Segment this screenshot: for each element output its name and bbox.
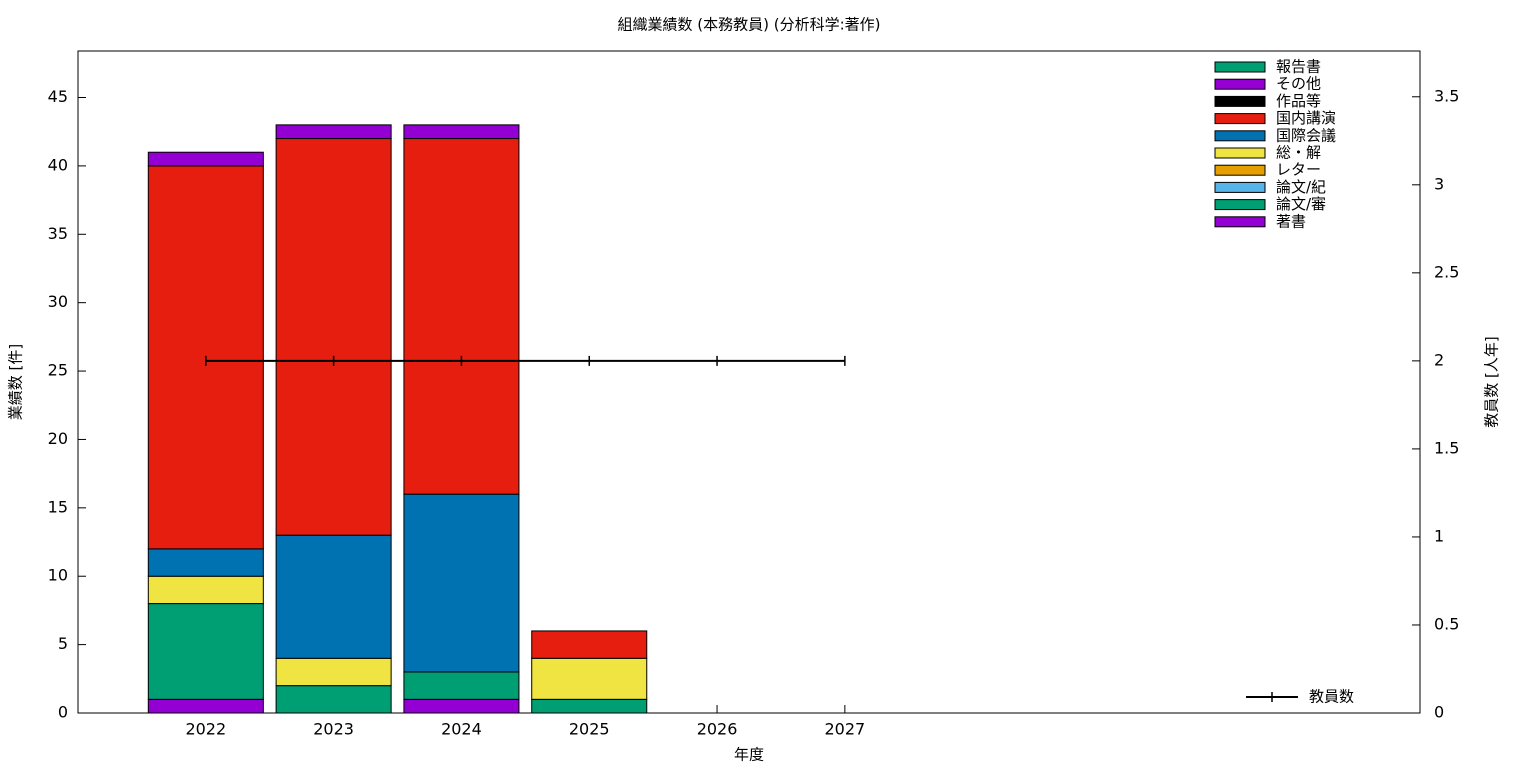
x-tick-label: 2024: [441, 720, 482, 739]
legend-swatch: [1214, 113, 1266, 125]
bar-segment: [531, 657, 648, 700]
legend-label: 論文/審: [1276, 195, 1326, 213]
bar-segment: [403, 138, 520, 495]
bar-segment: [403, 671, 520, 700]
bar-segment: [403, 698, 520, 714]
bar-segment: [275, 685, 392, 714]
y2-tick-label: 3.5: [1434, 86, 1459, 105]
bar-segment: [275, 124, 392, 140]
x-tick-label: 2026: [697, 720, 738, 739]
y-tick-label: 0: [58, 703, 68, 722]
y-tick-label: 20: [48, 429, 68, 448]
plot-frame: [77, 50, 1421, 714]
y2-tick-label: 2.5: [1434, 262, 1459, 281]
bar-segment: [147, 575, 264, 605]
legend-swatch: [1214, 78, 1266, 90]
x-tick-label: 2025: [569, 720, 610, 739]
y2-tick-label: 0: [1434, 703, 1444, 722]
bar-segment: [275, 534, 392, 659]
legend-label: 国内講演: [1276, 109, 1336, 127]
y-tick-label: 10: [48, 566, 68, 585]
legend-swatch: [1214, 199, 1266, 211]
bar-segment: [147, 548, 264, 577]
y2-tick-label: 1: [1434, 526, 1444, 545]
y-tick-label: 35: [48, 224, 68, 243]
bar-segment: [403, 124, 520, 140]
y-tick-label: 45: [48, 87, 68, 106]
y2-tick-label: 2: [1434, 350, 1444, 369]
legend-label: レター: [1276, 161, 1321, 179]
y-tick-label: 5: [58, 634, 68, 653]
x-tick-label: 2023: [313, 720, 354, 739]
legend-label: 論文/紀: [1276, 178, 1326, 196]
y-tick-label: 40: [48, 155, 68, 174]
legend-label: 国際会議: [1276, 126, 1336, 144]
legend-swatch: [1214, 95, 1266, 107]
y2-axis-label: 教員数 [人年]: [1483, 336, 1501, 427]
y-tick-label: 25: [48, 361, 68, 380]
legend-label: 総・解: [1276, 144, 1321, 162]
x-tick-label: 2022: [185, 720, 226, 739]
legend-swatch: [1214, 164, 1266, 176]
x-axis-label: 年度: [734, 746, 764, 764]
legend-label: 教員数: [1309, 688, 1354, 706]
bar-segment: [147, 698, 264, 714]
bar-segment: [147, 603, 264, 700]
y-tick-label: 15: [48, 497, 68, 516]
bar-segment: [403, 493, 520, 673]
x-tick-label: 2027: [824, 720, 865, 739]
legend-label: 著書: [1276, 212, 1306, 230]
legend-swatch: [1214, 61, 1266, 73]
bar-segment: [275, 657, 392, 687]
legend-label: 報告書: [1276, 58, 1321, 76]
y2-tick-label: 0.5: [1434, 614, 1459, 633]
legend-label: その他: [1276, 75, 1321, 93]
y2-tick-label: 1.5: [1434, 438, 1459, 457]
legend-label: 作品等: [1276, 92, 1321, 110]
bar-segment: [531, 630, 648, 659]
chart-title: 組織業績数 (本務教員) (分析科学:著作): [618, 16, 881, 34]
legend-swatch: [1214, 181, 1266, 193]
legend-swatch: [1214, 130, 1266, 142]
y-axis-label: 業績数 [件]: [7, 344, 25, 420]
bar-segment: [531, 698, 648, 714]
legend-swatch: [1214, 147, 1266, 159]
legend-swatch: [1214, 216, 1266, 228]
y2-tick-label: 3: [1434, 174, 1444, 193]
bar-segment: [275, 138, 392, 536]
bar-segment: [147, 151, 264, 167]
y-tick-label: 30: [48, 292, 68, 311]
